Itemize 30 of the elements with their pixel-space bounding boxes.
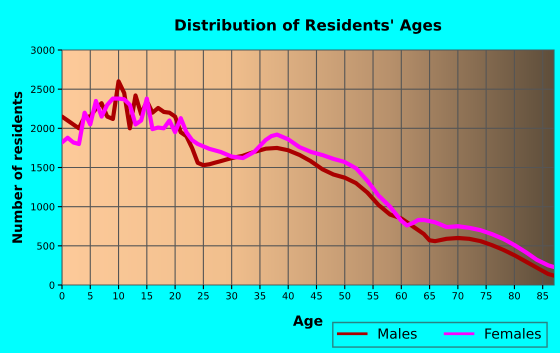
x-tick-label: 85 [537,292,548,300]
x-tick-label: 0 [60,292,64,300]
chart-title: Distribution of Residents' Ages [175,18,442,34]
x-tick-label: 35 [254,292,266,300]
y-tick-label: 1500 [31,164,54,172]
x-axis-title: Age [293,316,322,329]
x-tick-label: 5 [88,292,93,300]
x-tick-label: 75 [480,292,492,300]
y-tick-label: 2000 [31,124,54,132]
x-tick-label: 20 [170,292,181,300]
y-tick-label: 3000 [31,46,54,54]
x-tick-label: 10 [113,292,124,300]
y-tick-label: 0 [50,281,54,289]
x-tick-label: 60 [396,292,407,300]
x-tick-label: 65 [424,292,435,300]
x-tick-label: 40 [282,292,294,300]
y-tick-label: 1000 [31,203,54,210]
x-tick-label: 30 [226,292,238,300]
x-tick-label: 50 [339,292,350,300]
x-tick-label: 70 [452,292,464,300]
x-tick-label: 25 [198,292,209,300]
legend-label: Females [485,328,541,339]
x-tick-label: 55 [368,292,378,300]
y-tick-label: 500 [37,242,54,250]
x-tick-label: 80 [508,292,520,300]
x-tick-label: 15 [142,292,152,300]
y-axis-title: Number of residents [12,92,22,243]
x-tick-label: 45 [310,292,322,300]
legend-label: Males [378,328,417,339]
y-tick-label: 2500 [31,86,54,93]
